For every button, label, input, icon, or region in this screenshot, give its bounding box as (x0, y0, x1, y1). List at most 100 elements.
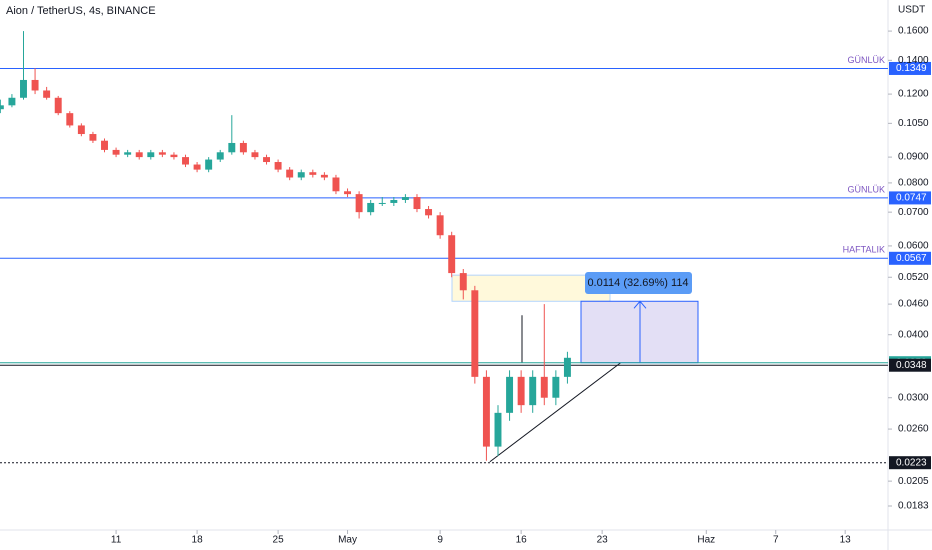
price-badge-label: 0.0223 (896, 457, 927, 468)
candle-body (89, 134, 97, 141)
candle-body (239, 142, 247, 153)
price-badge (889, 456, 931, 470)
candle-body (124, 152, 132, 155)
axes: 0.1600 0.1400 0.1200 0.1050 0.0900 0.0800 0.07… (111, 26, 929, 546)
y-tick-label: 0.1600 (898, 26, 929, 37)
candle-body (401, 197, 409, 200)
candle-body (135, 152, 143, 158)
candle-body (471, 290, 479, 377)
candle-body (378, 202, 386, 204)
trendline (489, 362, 621, 463)
drawings: 0.0114 (32.69%) 114 (451, 272, 699, 463)
candle-body (552, 376, 560, 398)
candle-body (158, 152, 166, 155)
level-note: HAFTALIK (843, 245, 885, 255)
candle-body (540, 376, 548, 398)
candle-body (263, 157, 270, 163)
x-tick-label: 16 (516, 535, 528, 546)
price-badge-label: 0.0348 (896, 360, 927, 371)
candle-body (101, 140, 108, 150)
candle-body (274, 162, 282, 170)
x-tick-label: 13 (840, 535, 852, 546)
candle-body (112, 149, 120, 155)
arrow-head (633, 300, 647, 309)
candle-body (43, 90, 51, 98)
price-badge-label: 0.0567 (896, 253, 927, 264)
x-tick-label: 25 (273, 535, 285, 546)
price-badge (889, 251, 931, 265)
candles (0, 31, 571, 461)
price-badge (889, 61, 931, 75)
y-tick-label: 0.1400 (898, 55, 929, 66)
currency-label: USDT (898, 5, 925, 16)
candle-body (216, 152, 224, 160)
levels: 0.1349 GÜNLÜK 0.0747 GÜNLÜK 0.0567 HAFTALIK 0.… (0, 55, 931, 470)
candle-body (529, 376, 537, 406)
candle-body (355, 194, 363, 213)
y-tick-label: 0.0300 (898, 392, 929, 403)
candle-body (297, 172, 305, 178)
candle-body (517, 376, 525, 406)
candle-body (193, 164, 201, 170)
y-tick-label: 0.0205 (898, 476, 929, 487)
x-tick-label: 9 (437, 535, 443, 546)
y-tick-label: 0.0900 (898, 152, 929, 163)
candle-body (494, 412, 502, 447)
price-badge-label: 0.1349 (896, 63, 927, 74)
level-note: GÜNLÜK (847, 184, 885, 194)
candle-body (390, 199, 398, 203)
y-tick-label: 0.1050 (898, 118, 929, 129)
x-tick-label: 7 (773, 535, 779, 546)
measure-label-box (585, 272, 692, 294)
x-tick-label: May (338, 535, 357, 546)
candle-body (320, 174, 328, 178)
candle-body (20, 79, 27, 98)
candle-body (367, 202, 375, 213)
x-tick-label: 23 (597, 535, 609, 546)
price-badge-label: 0.0747 (896, 193, 927, 204)
candle-body (8, 97, 16, 106)
candle-body (413, 197, 421, 210)
candle-body (506, 376, 514, 413)
candle-body (147, 152, 155, 158)
candle-body (448, 235, 456, 274)
resistance-zone (451, 274, 611, 302)
candle-body (563, 357, 571, 377)
candle-body (0, 105, 4, 110)
candle-body (482, 376, 490, 447)
y-tick-label: 0.1200 (898, 89, 929, 100)
candle-body (228, 142, 236, 153)
candle-body (332, 177, 340, 192)
chart-title: Aion / TetherUS, 4s, BINANCE (6, 5, 156, 17)
candle-body (66, 113, 74, 126)
x-tick-label: 18 (192, 535, 204, 546)
y-tick-label: 0.0700 (898, 207, 929, 218)
candle-body (309, 172, 317, 175)
y-tick-label: 0.0600 (898, 241, 929, 252)
candle-body (182, 157, 189, 165)
y-tick-label: 0.0520 (898, 272, 929, 283)
y-tick-label: 0.0800 (898, 178, 929, 189)
candle-body (459, 273, 467, 291)
candle-body (77, 125, 85, 135)
candle-body (205, 159, 213, 170)
candle-body (170, 154, 178, 158)
candle-body (436, 215, 444, 236)
level-note: GÜNLÜK (847, 55, 885, 65)
y-tick-label: 0.0460 (898, 299, 929, 310)
price-badge (889, 191, 931, 205)
y-tick-label: 0.0400 (898, 329, 929, 340)
y-tick-label: 0.0183 (898, 501, 929, 512)
candle-body (286, 169, 294, 178)
candle-body (31, 79, 39, 91)
measure-label: 0.0114 (32.69%) 114 (587, 277, 688, 289)
x-tick-label: 11 (111, 535, 122, 546)
candle-body (425, 209, 433, 216)
y-tick-label: 0.0260 (898, 424, 929, 435)
candle-body (344, 191, 352, 195)
candle-body (251, 152, 259, 158)
price-badge (889, 358, 931, 372)
x-tick-label: Haz (697, 535, 715, 546)
candle-body (54, 97, 62, 114)
